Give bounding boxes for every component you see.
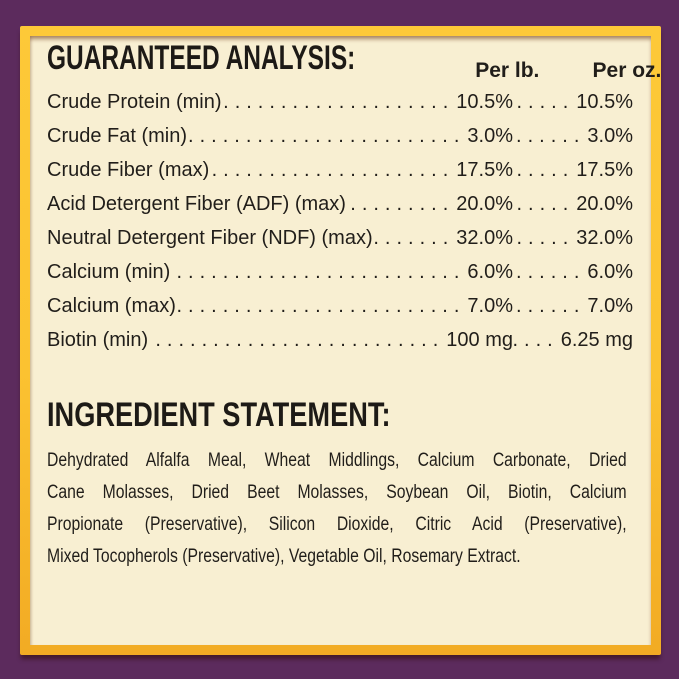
analysis-value-per-lb: 6.0%	[467, 261, 513, 283]
dot-leader	[176, 289, 468, 323]
analysis-value-per-oz: 20.0%	[576, 193, 633, 215]
dot-leader	[513, 153, 576, 187]
analysis-row-label: Crude Fat (min)	[47, 125, 188, 147]
ingredient-statement-text: Dehydrated Alfalfa Meal, Wheat Middlings…	[47, 445, 627, 573]
ingredient-line: Mixed Tocopherols (Preservative), Vegeta…	[47, 546, 521, 567]
dot-leader	[513, 119, 587, 153]
dot-leader	[187, 119, 467, 153]
per-oz-cell: 7.0%	[513, 289, 633, 323]
analysis-value-per-lb: 20.0%	[456, 193, 513, 215]
analysis-value-per-oz: 10.5%	[576, 91, 633, 113]
guaranteed-analysis-header: GUARANTEED ANALYSIS: Per lb. Per oz.	[47, 39, 661, 82]
dot-leader	[513, 289, 587, 323]
ingredient-line: Propionate (Preservative), Silicon Dioxi…	[47, 514, 627, 535]
analysis-row-label: Neutral Detergent Fiber (NDF) (max)	[47, 227, 373, 249]
dot-leader	[209, 153, 456, 187]
analysis-value-per-oz: 17.5%	[576, 159, 633, 181]
analysis-row-crude-protein: Crude Protein (min) 10.5% 10.5%	[47, 85, 633, 119]
dot-leader	[513, 323, 561, 357]
analysis-value-per-oz: 7.0%	[587, 295, 633, 317]
dot-leader	[513, 221, 576, 255]
analysis-row-label: Biotin (min)	[47, 329, 149, 351]
ingredient-line: Cane Molasses, Dried Beet Molasses, Soyb…	[47, 482, 627, 503]
analysis-value-per-oz: 3.0%	[587, 125, 633, 147]
dot-leader	[513, 85, 576, 119]
dot-leader	[373, 221, 457, 255]
dot-leader	[346, 187, 456, 221]
ingredient-statement-title: INGREDIENT STATEMENT:	[47, 396, 391, 434]
analysis-value-per-lb: 7.0%	[467, 295, 513, 317]
analysis-row-label: Crude Fiber (max)	[47, 159, 210, 181]
per-oz-cell: 32.0%	[513, 221, 633, 255]
dot-leader	[222, 85, 457, 119]
per-oz-cell: 10.5%	[513, 85, 633, 119]
analysis-value-per-lb: 10.5%	[456, 91, 513, 113]
analysis-row-label: Calcium (min)	[47, 261, 171, 283]
gold-frame-border: GUARANTEED ANALYSIS: Per lb. Per oz. Cru…	[20, 26, 661, 655]
analysis-row-ndf: Neutral Detergent Fiber (NDF) (max) 32.0…	[47, 221, 633, 255]
analysis-row-label: Calcium (max)	[47, 295, 176, 317]
column-header-per-oz: Per oz.	[592, 59, 662, 82]
label-content: GUARANTEED ANALYSIS: Per lb. Per oz. Cru…	[47, 36, 661, 645]
analysis-row-crude-fat: Crude Fat (min) 3.0% 3.0%	[47, 119, 633, 153]
per-oz-cell: 20.0%	[513, 187, 633, 221]
dot-leader	[513, 255, 587, 289]
analysis-table: Crude Protein (min) 10.5% 10.5% Crude Fa…	[47, 85, 633, 357]
analysis-row-label: Acid Detergent Fiber (ADF) (max)	[47, 193, 346, 215]
analysis-value-per-oz: 6.0%	[587, 261, 633, 283]
dot-leader	[148, 323, 446, 357]
analysis-value-per-lb: 17.5%	[456, 159, 513, 181]
analysis-row-calcium-max: Calcium (max) 7.0% 7.0%	[47, 289, 633, 323]
ingredient-line: Dehydrated Alfalfa Meal, Wheat Middlings…	[47, 450, 627, 471]
analysis-value-per-lb: 32.0%	[456, 227, 513, 249]
analysis-value-per-lb: 100 mg	[446, 329, 513, 351]
dot-leader	[170, 255, 467, 289]
per-oz-cell: 17.5%	[513, 153, 633, 187]
analysis-row-crude-fiber: Crude Fiber (max) 17.5% 17.5%	[47, 153, 633, 187]
per-oz-cell: 3.0%	[513, 119, 633, 153]
per-oz-cell: 6.0%	[513, 255, 633, 289]
per-oz-cell: 6.25 mg	[513, 323, 633, 357]
guaranteed-analysis-title: GUARANTEED ANALYSIS:	[47, 39, 356, 77]
analysis-row-biotin: Biotin (min) 100 mg 6.25 mg	[47, 323, 633, 357]
label-panel: GUARANTEED ANALYSIS: Per lb. Per oz. Cru…	[30, 36, 661, 645]
dot-leader	[513, 187, 576, 221]
analysis-value-per-oz: 32.0%	[576, 227, 633, 249]
analysis-value-per-lb: 3.0%	[467, 125, 513, 147]
ingredient-statement-header: INGREDIENT STATEMENT:	[47, 397, 633, 433]
analysis-row-label: Crude Protein (min)	[47, 91, 222, 113]
analysis-row-calcium-min: Calcium (min) 6.0% 6.0%	[47, 255, 633, 289]
analysis-row-adf: Acid Detergent Fiber (ADF) (max) 20.0% 2…	[47, 187, 633, 221]
column-header-per-lb: Per lb.	[475, 59, 540, 82]
analysis-value-per-oz: 6.25 mg	[560, 329, 633, 351]
